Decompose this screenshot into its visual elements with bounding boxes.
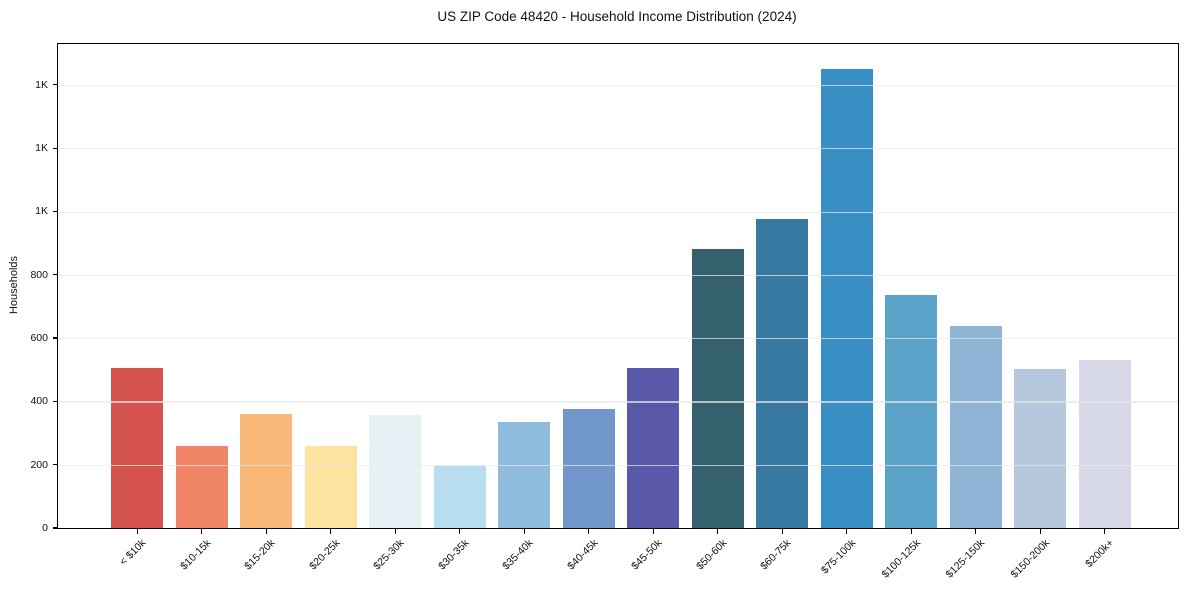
xtick-label: $30-35k	[435, 537, 472, 573]
xtick-label: $100-125k	[879, 537, 923, 581]
ytick-label: 1K	[35, 205, 48, 218]
xtick-mark	[330, 529, 332, 534]
xtick-label: $45-50k	[629, 537, 665, 573]
xtick-mark	[588, 529, 590, 534]
ytick-label: 0	[42, 522, 48, 534]
ytick-mark	[52, 400, 57, 402]
xtick-label: $200k+	[1083, 537, 1117, 571]
ytick-mark	[52, 210, 57, 213]
xtick-mark	[846, 529, 848, 534]
xtick-label: $50-60k	[693, 537, 730, 573]
bar-125-150k	[949, 326, 1002, 528]
xtick-label: $25-30k	[371, 537, 407, 573]
bar-150-200k	[1014, 368, 1067, 528]
bar-40-45k	[562, 409, 615, 528]
xtick-mark	[394, 529, 396, 534]
ytick-mark	[52, 464, 57, 466]
bar-50-60k	[691, 248, 744, 528]
ytick-label: 400	[30, 395, 48, 408]
xtick-label: < $10k	[117, 537, 149, 568]
xtick-mark	[201, 529, 203, 534]
bars-layer	[58, 44, 1178, 528]
plot-area	[57, 43, 1179, 529]
ytick-label: 800	[30, 268, 48, 281]
xtick-label: $35-40k	[500, 537, 536, 573]
xtick-label: $75-100k	[818, 537, 859, 577]
xtick-mark	[717, 529, 719, 534]
bar-10-15k	[175, 446, 228, 528]
xtick-label: $20-25k	[306, 537, 343, 573]
ytick-label: 1K	[35, 78, 48, 91]
bar-20-25k	[304, 446, 357, 528]
y-axis-label: Households	[8, 255, 20, 315]
xtick-label: $150-200k	[1008, 537, 1052, 581]
xtick-mark	[781, 529, 783, 534]
xtick-label: $125-150k	[943, 537, 988, 581]
bar-30-35k	[433, 465, 486, 528]
ytick-label: 200	[30, 458, 48, 471]
xtick-mark	[523, 529, 525, 534]
xtick-mark	[975, 529, 977, 534]
ytick-mark	[52, 84, 57, 86]
xtick-mark	[265, 529, 267, 534]
ytick-label: 1K	[35, 142, 48, 155]
bar-200k	[1078, 359, 1131, 528]
ytick-mark	[52, 337, 57, 339]
xtick-label: $10-15k	[177, 537, 214, 573]
bar-45-50k	[627, 367, 680, 528]
ytick-mark	[52, 274, 57, 276]
xtick-mark	[910, 529, 912, 534]
bar-10k	[111, 367, 164, 528]
ytick-mark	[52, 527, 57, 529]
xtick-label: $60-75k	[758, 537, 794, 573]
bar-100-125k	[885, 294, 938, 528]
xtick-mark	[459, 529, 461, 534]
bar-75-100k	[820, 69, 873, 528]
ytick-mark	[52, 147, 57, 149]
xtick-label: $15-20k	[242, 537, 278, 573]
xtick-mark	[136, 529, 138, 534]
bar-25-30k	[369, 415, 422, 528]
xtick-mark	[652, 529, 654, 534]
xtick-mark	[1039, 529, 1041, 534]
bar-35-40k	[498, 421, 551, 528]
bar-15-20k	[240, 414, 293, 528]
chart-title: US ZIP Code 48420 - Household Income Dis…	[437, 9, 797, 24]
xtick-mark	[1104, 529, 1106, 534]
bar-60-75k	[756, 219, 809, 528]
ytick-label: 600	[30, 332, 48, 345]
xtick-label: $40-45k	[564, 537, 601, 573]
